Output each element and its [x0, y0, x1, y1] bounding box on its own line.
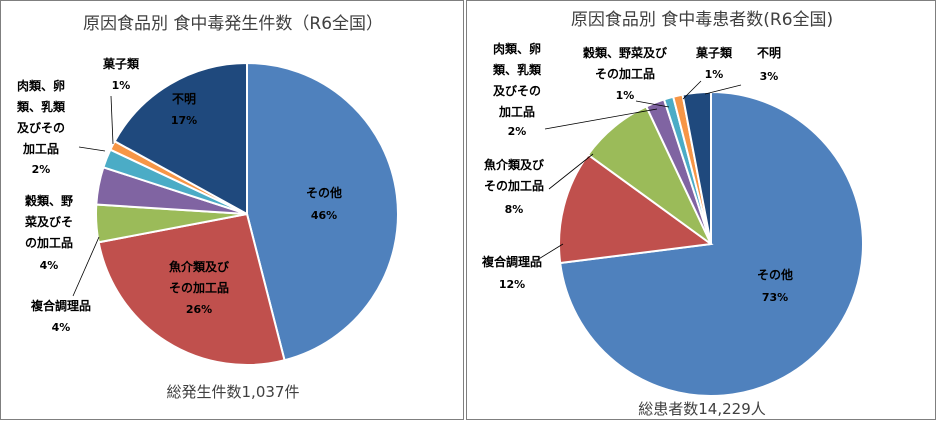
chart-panel-right: 原因食品別 食中毒患者数(R6全国) その他 73% 複合調理品 12% 魚介類及びその… — [466, 0, 936, 420]
slice-label: 不明 — [172, 92, 196, 106]
leader-line — [72, 236, 100, 297]
slice-label: 複合調理品 — [481, 254, 542, 269]
slice-label: 不明 — [757, 46, 781, 60]
slice-percent-label: 1% — [616, 89, 635, 102]
slice-percent-label: 2% — [32, 163, 51, 176]
slice-percent-label: 2% — [508, 125, 527, 138]
slice-percent-label: 26% — [186, 303, 212, 316]
slice-label: 肉類、卵類、乳類及びその加工品 — [16, 78, 66, 156]
pie-slice — [246, 61, 399, 362]
chart-title: 原因食品別 食中毒発生件数（R6全国） — [83, 14, 383, 34]
leader-line — [78, 146, 106, 152]
slice-percent-label: 17% — [171, 114, 197, 127]
pie-chart-outbreaks: 原因食品別 食中毒発生件数（R6全国） その他 46% 魚介類及びその加工品 26% 複… — [16, 14, 399, 401]
pie-slice — [558, 153, 714, 265]
slice-label: その他 — [306, 185, 342, 200]
slice-percent-label: 1% — [112, 79, 131, 92]
slice-percent-label: 73% — [762, 291, 788, 304]
leader-line — [110, 95, 114, 145]
leader-line — [682, 80, 702, 100]
leader-line — [536, 243, 564, 261]
slice-percent-label: 8% — [505, 203, 524, 216]
slice-label: 複合調理品 — [30, 298, 91, 313]
leader-line — [548, 153, 594, 190]
slice-label: 魚介類及びその加工品 — [169, 259, 230, 295]
slice-percent-label: 12% — [499, 278, 525, 291]
chart-footer: 総発生件数1,037件 — [167, 383, 300, 401]
slice-label: 菓子類 — [695, 45, 733, 60]
slice-label: 菓子類 — [102, 56, 140, 71]
slice-percent-label: 1% — [705, 68, 724, 81]
slice-percent-label: 3% — [760, 70, 779, 83]
slice-label: 穀類、野菜及びその加工品 — [583, 45, 668, 81]
pie-slice — [97, 212, 286, 366]
leader-line — [704, 84, 742, 95]
chart-footer: 総患者数14,229人 — [638, 400, 766, 418]
leader-line — [544, 108, 658, 130]
pie-chart-patients: 原因食品別 食中毒患者数(R6全国) その他 73% 複合調理品 12% 魚介類及びその… — [481, 10, 864, 418]
slice-label: 魚介類及びその加工品 — [484, 157, 545, 193]
slice-percent-label: 4% — [40, 259, 59, 272]
pie-slice — [681, 90, 712, 245]
slice-percent-label: 46% — [311, 209, 337, 222]
chart-title: 原因食品別 食中毒患者数(R6全国) — [571, 10, 833, 30]
slice-label: その他 — [757, 267, 793, 282]
slice-label: 穀類、野菜及びその加工品 — [24, 193, 73, 250]
pie-slice — [113, 61, 248, 216]
slice-label: 肉類、卵類、乳類及びその加工品 — [492, 41, 542, 119]
slice-percent-label: 4% — [52, 321, 71, 334]
chart-panel-left: 原因食品別 食中毒発生件数（R6全国） その他 46% 魚介類及びその加工品 26% 複… — [0, 0, 464, 420]
leader-line — [635, 100, 670, 108]
